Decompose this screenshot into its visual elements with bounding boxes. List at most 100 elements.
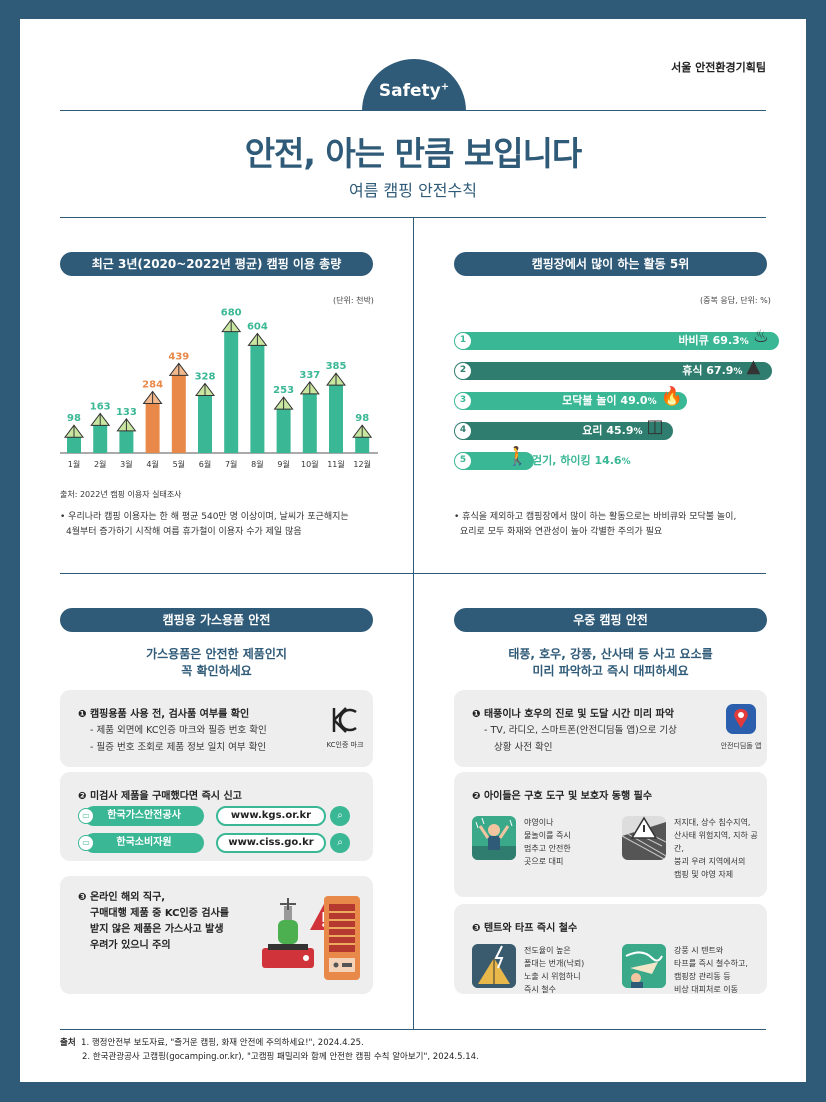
month-label-7: 7월 bbox=[225, 459, 237, 469]
month-label-12: 12월 bbox=[353, 459, 371, 469]
footer-label: 출처 bbox=[60, 1038, 76, 1048]
rain-item-2-a-line-2: 물놀이를 즉시 bbox=[524, 831, 571, 840]
rain-item-2-b-line-2: 산사태 위험지역, 지하 공간, bbox=[674, 831, 758, 853]
usage-unit: (단위: 천박) bbox=[333, 296, 374, 305]
strong-wind-icon bbox=[622, 944, 666, 988]
gas-lead-line-1: 가스용품은 안전한 제품인지 bbox=[146, 647, 287, 661]
rain-item-2-b-line-4: 캠핑 및 야영 자제 bbox=[674, 870, 734, 879]
month-label-3: 3월 bbox=[120, 459, 132, 469]
activity-percent-sign: % bbox=[647, 397, 657, 407]
report-link-row[interactable]: 한국가스안전공사 ▭ www.kgs.or.kr ⌕ bbox=[78, 806, 354, 826]
landslide-warning-icon bbox=[622, 816, 666, 860]
gas-item-3-text: ❸ 온라인 해외 직구, 구매대행 제품 중 KC인증 검사를 받지 않은 제품… bbox=[78, 890, 229, 954]
month-label-2: 2월 bbox=[94, 459, 106, 469]
agency-name: 한국가스안전공사 bbox=[84, 806, 204, 826]
activity-row: 5 걷기, 하이킹 14.6% 🚶 bbox=[454, 446, 784, 470]
activity-value: 45.9 bbox=[606, 424, 634, 437]
month-label-9: 9월 bbox=[277, 459, 289, 469]
footer-ref-2: 2. 한국관광공사 고캠핑(gocamping.or.kr), "고캠핑 패밀리… bbox=[82, 1052, 479, 1062]
bar-3 bbox=[119, 428, 134, 453]
rain-item-3-a-line-2: 폴대는 번개(낙뢰) bbox=[524, 959, 585, 968]
search-icon[interactable]: ⌕ bbox=[330, 806, 350, 826]
rain-lead: 태풍, 호우, 강풍, 산사태 등 사고 요소를 미리 파악하고 즉시 대피하세… bbox=[454, 646, 767, 680]
activity-rank: 3 bbox=[454, 392, 472, 410]
gas-item-3-line-2: 구매대행 제품 중 KC인증 검사를 bbox=[90, 908, 229, 919]
value-label-12: 98 bbox=[355, 413, 369, 424]
rain-item-2-box: ❷ 아이들은 구호 도구 및 보호자 동행 필수 야영이나 물놀이를 즉시 멈추… bbox=[454, 772, 767, 897]
upper-column-divider bbox=[413, 217, 414, 573]
activity-row: 3 모닥불 놀이 49.0% 🔥 bbox=[454, 386, 784, 410]
department-name: 서울 안전환경기획팀 bbox=[671, 61, 766, 74]
tent-icon: ▲ bbox=[746, 356, 761, 377]
safety-app-caption: 안전디딤돌 앱 bbox=[720, 742, 762, 750]
rain-item-2-a-line-3: 멈추고 안전한 bbox=[524, 844, 571, 853]
agency-url[interactable]: www.kgs.or.kr bbox=[216, 806, 326, 826]
rain-item-2-a-line-4: 곳으로 대피 bbox=[524, 857, 564, 866]
activity-bar bbox=[464, 332, 779, 350]
bar-6 bbox=[198, 393, 212, 453]
bar-5 bbox=[171, 373, 186, 453]
value-label-6: 328 bbox=[195, 371, 216, 382]
rain-item-3-text-a: 전도율이 높은 폴대는 번개(낙뢰) 노출 시 위험하니 즉시 철수 bbox=[524, 944, 584, 996]
rain-item-3-b-line-2: 타프를 즉시 철수하고, bbox=[674, 959, 748, 968]
rain-item-2-text-a: 야영이나 물놀이를 즉시 멈추고 안전한 곳으로 대피 bbox=[524, 816, 571, 868]
activity-rank: 5 bbox=[454, 452, 472, 470]
rain-item-2-b-line-1: 저지대, 상수 침수지역, bbox=[674, 818, 751, 827]
usage-bar-chart: 98 1월 163 2월 133 3월 284 4월 439 5월 328 6월 680 7월 604 8월 2… bbox=[60, 308, 378, 469]
activity-value: 14.6 bbox=[594, 454, 622, 467]
activity-rank: 2 bbox=[454, 362, 472, 380]
kc-mark-caption: KC인증 마크 bbox=[326, 741, 364, 749]
rain-item-2-text-b: 저지대, 상수 침수지역, 산사태 위험지역, 지하 공간, 붕괴 우려 지역에… bbox=[674, 816, 767, 881]
value-label-2: 163 bbox=[90, 401, 111, 412]
agency-url[interactable]: www.ciss.go.kr bbox=[216, 833, 326, 853]
page-title: 안전, 아는 만큼 보입니다 bbox=[244, 134, 583, 173]
activity-rank: 4 bbox=[454, 422, 472, 440]
activity-bar bbox=[464, 362, 773, 380]
search-icon[interactable]: ⌕ bbox=[330, 833, 350, 853]
value-label-9: 253 bbox=[273, 385, 294, 396]
activity-row: 1 바비큐 69.3% ♨ bbox=[454, 326, 784, 350]
evacuate-child-icon bbox=[472, 816, 516, 860]
activity-row: 2 휴식 67.9% ▲ bbox=[454, 356, 784, 380]
rain-item-1-line-1: - TV, 라디오, 스마트폰(안전디딤돌 앱)으로 기상 bbox=[484, 725, 677, 736]
activity-name: 바비큐 bbox=[678, 334, 713, 347]
gas-item-2-box: ❷ 미검사 제품을 구매했다면 즉시 신고 한국가스안전공사 ▭ www.kgs.o… bbox=[60, 772, 373, 861]
safety-app-icon bbox=[726, 704, 756, 734]
gas-item-2-title: ❷ 미검사 제품을 구매했다면 즉시 신고 bbox=[78, 791, 242, 802]
rain-item-2-a-line-1: 야영이나 bbox=[524, 818, 554, 827]
activity-value: 49.0 bbox=[620, 394, 648, 407]
grill-icon: ♨ bbox=[752, 326, 769, 347]
campfire-icon: 🔥 bbox=[660, 386, 684, 407]
safety-badge: Safety+ bbox=[362, 59, 466, 111]
footer-ref-1: 1. 행정안전부 보도자료, "즐거운 캠핑, 화재 안전에 주의하세요!", … bbox=[81, 1038, 364, 1048]
value-label-1: 98 bbox=[67, 413, 81, 424]
activity-label: 모닥불 놀이 49.0% bbox=[464, 392, 657, 410]
activity-percent-sign: % bbox=[621, 457, 631, 467]
rain-item-1-box: ❶ 태풍이나 호우의 진로 및 도달 시간 미리 파악 - TV, 라디오, 스… bbox=[454, 690, 767, 767]
bar-8 bbox=[250, 343, 265, 453]
gas-item-1-line-2: - 필증 번호 조회로 제품 정보 일치 여부 확인 bbox=[90, 742, 267, 753]
bar-12 bbox=[355, 435, 370, 453]
rain-item-3-b-line-3: 캠핑장 관리동 등 bbox=[674, 972, 731, 981]
report-link-row[interactable]: 한국소비자원 ▭ www.ciss.go.kr ⌕ bbox=[78, 833, 354, 853]
activity-label: 요리 45.9% bbox=[464, 422, 642, 440]
bar-2 bbox=[93, 423, 108, 453]
monitor-icon: ▭ bbox=[78, 835, 94, 851]
rain-item-3-title: ❸ 텐트와 타프 즉시 철수 bbox=[472, 923, 578, 934]
rain-item-1-line-2: 상황 사전 확인 bbox=[494, 742, 553, 753]
activity-name: 모닥불 놀이 bbox=[562, 394, 621, 407]
activity-percent-sign: % bbox=[739, 337, 749, 347]
bar-9 bbox=[276, 407, 291, 453]
rain-item-1-title: ❶ 태풍이나 호우의 진로 및 도달 시간 미리 파악 bbox=[472, 709, 674, 720]
page: 서울 안전환경기획팀 Safety+ 안전, 아는 만큼 보입니다 여름 캠핑 … bbox=[20, 19, 806, 1082]
activities-note: • 휴식을 제외하고 캠핑장에서 많이 하는 활동으로는 바비큐와 모닥불 놀이… bbox=[454, 510, 736, 540]
activities-note-line-2: 요리로 모두 화재와 연관성이 높아 각별한 주의가 필요 bbox=[460, 527, 663, 537]
activity-value: 69.3 bbox=[712, 334, 740, 347]
value-label-3: 133 bbox=[116, 407, 137, 418]
gas-item-3-line-4: 우려가 있으니 주의 bbox=[90, 940, 171, 951]
usage-note: • 우리나라 캠핑 이용자는 한 해 평균 540만 명 이상이며, 날씨가 포… bbox=[60, 510, 349, 540]
pot-icon: ◫ bbox=[646, 416, 664, 437]
agency-name: 한국소비자원 bbox=[84, 833, 204, 853]
value-label-5: 439 bbox=[168, 351, 189, 362]
gas-item-1-line-1: - 제품 외면에 KC인증 마크와 필증 번호 확인 bbox=[90, 725, 267, 736]
